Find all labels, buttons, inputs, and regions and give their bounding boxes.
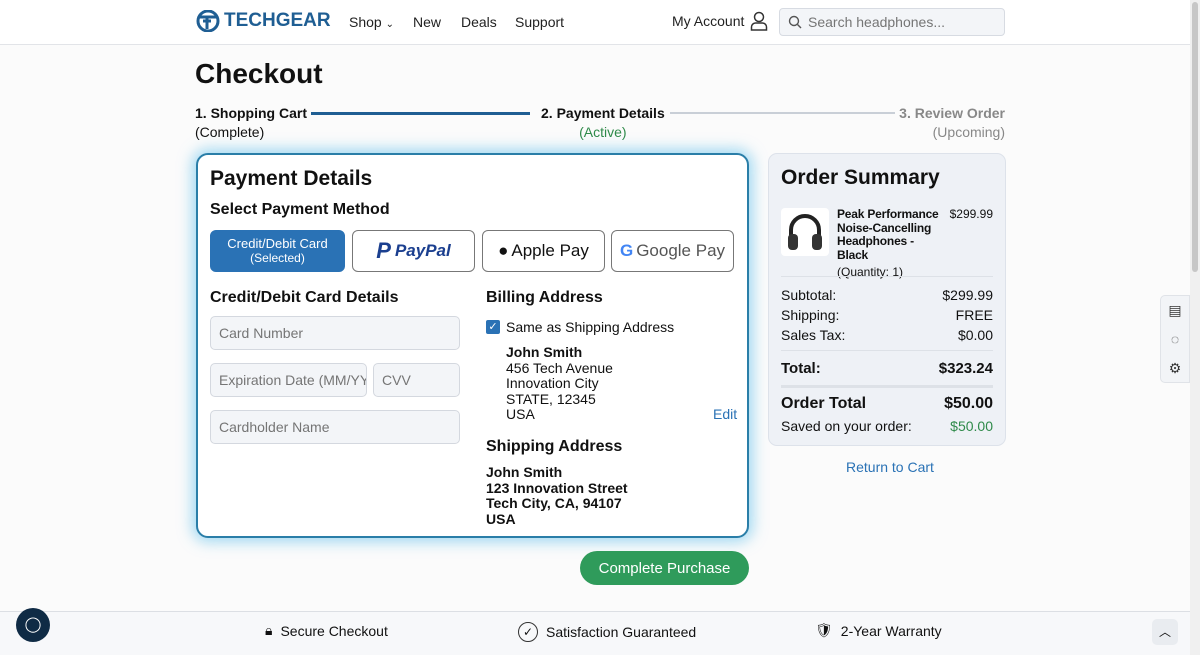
product-name: Peak Performance Noise-Cancelling Headph… [837, 207, 939, 262]
payment-title: Payment Details [210, 167, 373, 190]
nav-new[interactable]: New [413, 14, 442, 30]
apple-icon: ● [498, 241, 509, 260]
step-payment-details: 2. Payment Details (Active) [541, 105, 665, 140]
cardholder-name-input[interactable] [210, 410, 460, 444]
top-nav: TECHGEAR Shop ⌄ New Deals Support My Acc… [0, 0, 1190, 45]
nav-deals[interactable]: Deals [461, 14, 497, 30]
checkbox-label: Same as Shipping Address [506, 319, 675, 335]
expiry-input[interactable] [210, 363, 367, 397]
method-card-button[interactable]: Credit/Debit Card (Selected) [210, 230, 345, 272]
check-circle-icon: ✓ [518, 622, 538, 642]
billing-address: John Smith 456 Tech Avenue Innovation City… [506, 344, 613, 422]
divider [781, 385, 993, 388]
lock-icon: 🔒︎ [265, 622, 273, 638]
google-icon: G [619, 241, 634, 260]
scroll-top-button[interactable]: ︿ [1152, 619, 1178, 645]
product-image [781, 208, 829, 256]
product-quantity: (Quantity: 1) [837, 265, 904, 279]
logo[interactable]: TECHGEAR [196, 10, 331, 32]
order-total-row: Order Total $50.00 [781, 395, 993, 412]
order-summary: Order Summary Peak Performance Noise-Can… [768, 153, 1006, 446]
account-label: My Account [672, 13, 745, 29]
step-progress-complete [311, 112, 530, 115]
side-toolbar: ▤ ◌ ⚙ [1160, 295, 1190, 383]
card-number-input[interactable] [210, 316, 460, 350]
payment-method-title: Select Payment Method [210, 201, 390, 218]
product-line: Peak Performance Noise-Cancelling Headph… [781, 207, 993, 280]
card-details-title: Credit/Debit Card Details [210, 289, 399, 306]
chat-bubble-icon: ◯ [24, 616, 42, 633]
nav-shop[interactable]: Shop ⌄ [349, 14, 394, 30]
chevron-up-icon: ︿ [1158, 625, 1171, 639]
step-shopping-cart: 1. Shopping Cart (Complete) [195, 105, 307, 140]
summary-title: Order Summary [781, 166, 940, 189]
shipping-address: John Smith 123 Innovation Street Tech City… [486, 464, 628, 527]
nav-shop-label: Shop [349, 14, 382, 30]
settings-icon[interactable]: ⚙ [1168, 360, 1182, 376]
return-to-cart-link[interactable]: Return to Cart [846, 459, 934, 475]
secure-checkout: 🔒︎ Secure Checkout [265, 622, 388, 639]
my-account-link[interactable]: My Account [672, 11, 768, 31]
product-price: $299.99 [949, 207, 993, 221]
complete-purchase-button[interactable]: Complete Purchase [580, 551, 749, 585]
same-as-shipping-checkbox[interactable]: ✓ Same as Shipping Address [486, 319, 674, 335]
billing-title: Billing Address [486, 289, 603, 306]
warranty: 🛡︎ 2-Year Warranty [815, 622, 942, 639]
chat-icon[interactable]: ◌ [1170, 331, 1180, 347]
subtotal-row: Subtotal: $299.99 [781, 287, 993, 303]
satisfaction-guaranteed: ✓ Satisfaction Guaranteed [518, 622, 696, 642]
checkbox-checked-icon[interactable]: ✓ [486, 320, 500, 334]
chat-launcher-button[interactable]: ◯ [16, 608, 50, 642]
method-applepay-button[interactable]: ● Apple Pay [482, 230, 605, 272]
step-review-order: 3. Review Order (Upcoming) [899, 105, 1005, 140]
scrollbar-thumb[interactable] [1192, 2, 1198, 272]
scrollbar[interactable] [1190, 0, 1200, 655]
logo-text: TECHGEAR [224, 10, 331, 31]
divider [781, 350, 993, 351]
saved-row: Saved on your order: $50.00 [781, 418, 993, 434]
tax-row: Sales Tax: $0.00 [781, 327, 993, 343]
feedback-icon[interactable]: ▤ [1168, 302, 1182, 318]
product-info: Peak Performance Noise-Cancelling Headph… [837, 207, 942, 280]
chevron-down-icon: ⌄ [385, 19, 394, 30]
user-icon [751, 11, 768, 31]
search-box[interactable] [779, 8, 1005, 36]
shipping-row: Shipping: FREE [781, 307, 993, 323]
nav-support[interactable]: Support [515, 14, 565, 30]
step-progress-pending [670, 112, 895, 114]
page-title: Checkout [195, 58, 323, 89]
total-row: Total: $323.24 [781, 360, 993, 377]
edit-billing-link[interactable]: Edit [713, 406, 738, 422]
cvv-input[interactable] [373, 363, 460, 397]
payment-details-card: Payment Details Select Payment Method Cr… [196, 153, 749, 538]
logo-icon [196, 10, 220, 32]
divider [781, 276, 993, 277]
method-googlepay-button[interactable]: G Google Pay [611, 230, 734, 272]
shield-check-icon: 🛡︎ [815, 622, 833, 638]
paypal-icon: P [376, 238, 391, 263]
method-paypal-button[interactable]: P PayPal [352, 230, 475, 272]
search-icon [788, 15, 802, 29]
shipping-title: Shipping Address [486, 438, 623, 455]
search-input[interactable] [808, 14, 998, 30]
headphones-icon [788, 214, 822, 250]
footer: 🔒︎ Secure Checkout ✓ Satisfaction Guarante… [0, 611, 1190, 655]
